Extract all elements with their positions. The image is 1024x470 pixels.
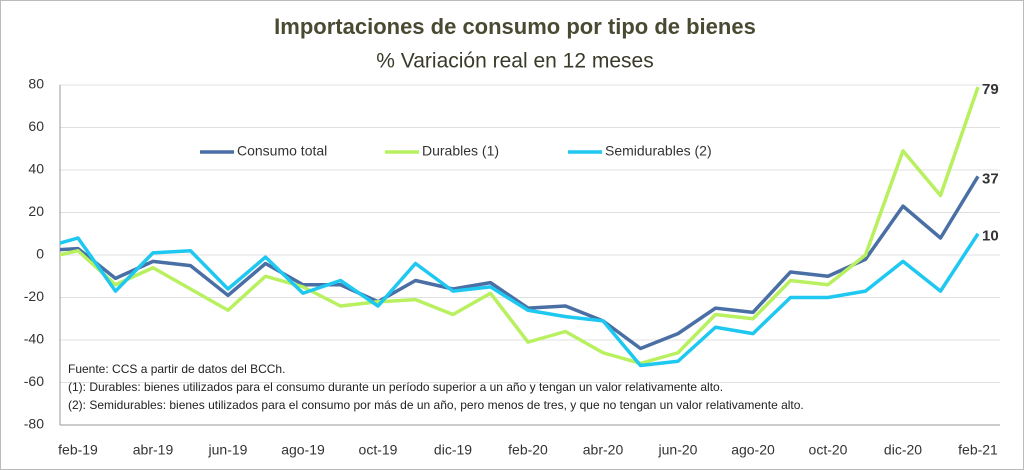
legend-label: Semidurables (2) bbox=[605, 143, 712, 159]
x-tick-label: ago-20 bbox=[731, 442, 775, 458]
chart-title: Importaciones de consumo por tipo de bie… bbox=[274, 14, 756, 39]
legend-label: Consumo total bbox=[237, 143, 327, 159]
y-tick-label: 80 bbox=[28, 76, 44, 92]
y-tick-label: 20 bbox=[28, 203, 44, 219]
x-tick-label: ago-19 bbox=[281, 442, 325, 458]
x-tick-label: feb-19 bbox=[58, 442, 98, 458]
end-value-label: 37 bbox=[982, 170, 999, 187]
x-tick-label: feb-20 bbox=[508, 442, 548, 458]
x-tick-label: jun-19 bbox=[208, 442, 248, 458]
legend-label: Durables (1) bbox=[422, 143, 499, 159]
series-line bbox=[60, 175, 980, 351]
end-value-label: 79 bbox=[982, 81, 999, 98]
x-tick-label: dic-19 bbox=[434, 442, 472, 458]
y-tick-label: 40 bbox=[28, 161, 44, 177]
y-tick-label: -20 bbox=[24, 288, 44, 304]
footnote: (2): Semidurables: bienes utilizados par… bbox=[68, 398, 804, 412]
y-tick-label: 0 bbox=[36, 246, 44, 262]
plot bbox=[60, 86, 980, 368]
x-tick-label: oct-20 bbox=[809, 442, 848, 458]
y-tick-label: -60 bbox=[24, 373, 44, 389]
y-tick-label: 60 bbox=[28, 118, 44, 134]
x-tick-label: feb-21 bbox=[958, 442, 998, 458]
series-line bbox=[60, 86, 980, 366]
y-tick-label: -80 bbox=[24, 416, 44, 432]
x-tick-label: dic-20 bbox=[884, 442, 922, 458]
series-line bbox=[60, 232, 980, 368]
footnote: Fuente: CCS a partir de datos del BCCh. bbox=[68, 362, 285, 376]
footnote: (1): Durables: bienes utilizados para el… bbox=[68, 380, 723, 394]
x-tick-label: abr-19 bbox=[133, 442, 174, 458]
x-tick-label: abr-20 bbox=[583, 442, 624, 458]
end-value-label: 10 bbox=[982, 228, 999, 245]
chart-subtitle: % Variación real en 12 meses bbox=[376, 50, 653, 73]
x-tick-label: oct-19 bbox=[359, 442, 398, 458]
y-tick-label: -40 bbox=[24, 331, 44, 347]
x-tick-label: jun-20 bbox=[658, 442, 698, 458]
